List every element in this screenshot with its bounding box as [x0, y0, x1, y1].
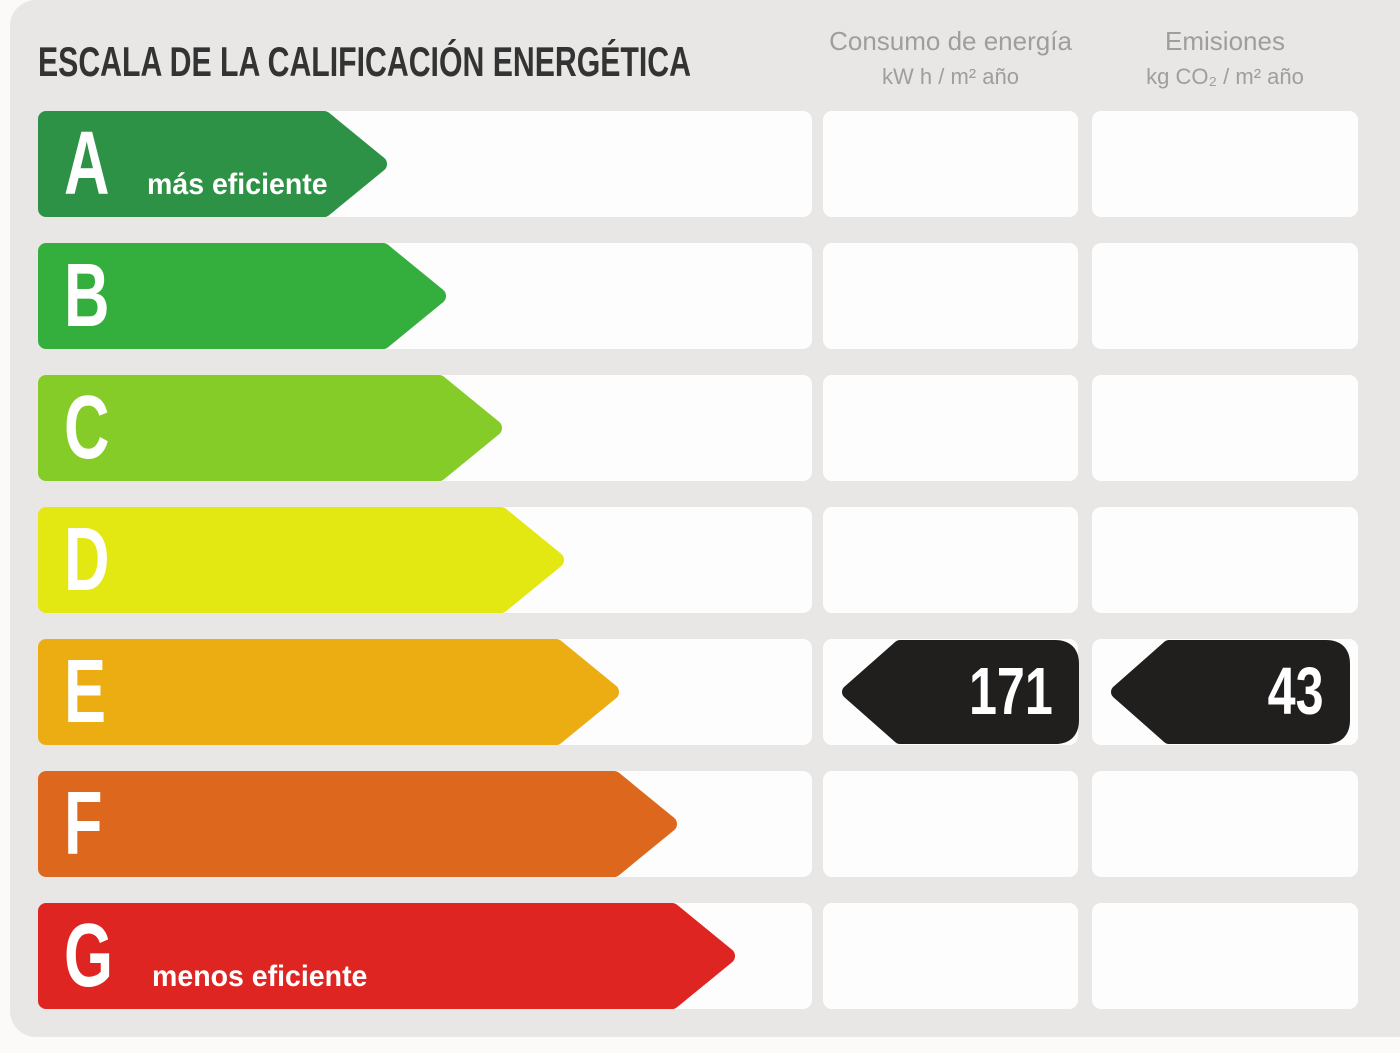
grade-letter-f: F [64, 774, 103, 874]
scale-row-d: D [0, 507, 1400, 613]
grade-bar-text-d: D [64, 507, 129, 613]
efficiency-note-most: más eficiente [147, 168, 328, 201]
energy-value: 171 [969, 654, 1053, 729]
emissions-badge-arrow-icon [1111, 640, 1350, 744]
emissions-value-badge: 43 [1105, 640, 1350, 746]
energy-value-badge: 171 [836, 640, 1079, 746]
scale-row-c: C [0, 375, 1400, 481]
energy-column-unit: kW h / m² año [882, 64, 1019, 89]
grade-letter-g: G [64, 906, 114, 1006]
grade-bar-g [38, 903, 735, 1009]
energy-column-header: Consumo de energía kW h / m² año [823, 26, 1078, 92]
grade-bar-b [38, 243, 446, 349]
emissions-cell-d [1092, 507, 1358, 613]
grade-arrow-icon [38, 771, 677, 877]
energy-badge-arrow-icon [842, 640, 1079, 744]
grade-letter-b: B [64, 246, 110, 346]
emissions-cell-g [1092, 903, 1358, 1009]
grade-bar-f [38, 771, 677, 877]
energy-cell-g [823, 903, 1078, 1009]
grade-arrow-icon [38, 111, 387, 217]
scale-row-f: F [0, 771, 1400, 877]
grade-bar-c [38, 375, 502, 481]
grade-bar-d [38, 507, 564, 613]
emissions-column-label: Emisiones [1165, 26, 1285, 56]
page-title: ESCALA DE LA CALIFICACIÓN ENERGÉTICA [38, 38, 691, 85]
grade-letter-a: A [64, 114, 110, 214]
grade-bar-text-e: E [64, 639, 124, 745]
emissions-column-unit: kg CO₂ / m² año [1146, 64, 1304, 89]
scale-row-b: B [0, 243, 1400, 349]
emissions-value: 43 [1268, 654, 1324, 729]
efficiency-note-least: menos eficiente [152, 960, 368, 993]
grade-bar-text-b: B [64, 243, 129, 349]
grade-letter-c: C [64, 378, 110, 478]
emissions-cell-f [1092, 771, 1358, 877]
grade-bar-text-f: F [64, 771, 119, 877]
grade-bar-e [38, 639, 619, 745]
emissions-cell-c [1092, 375, 1358, 481]
grade-arrow-icon [38, 639, 619, 745]
energy-cell-c [823, 375, 1078, 481]
emissions-column-header: Emisiones kg CO₂ / m² año [1092, 26, 1358, 92]
emissions-cell-a [1092, 111, 1358, 217]
grade-arrow-icon [38, 375, 502, 481]
scale-row-e: E 171 43 [0, 639, 1400, 745]
energy-cell-a [823, 111, 1078, 217]
grade-arrow-icon [38, 903, 735, 1009]
energy-cell-d [823, 507, 1078, 613]
grade-arrow-icon [38, 507, 564, 613]
grade-letter-e: E [64, 642, 107, 742]
energy-cell-b [823, 243, 1078, 349]
emissions-cell-b [1092, 243, 1358, 349]
grade-bar-text-c: C [64, 375, 129, 481]
grade-arrow-icon [38, 243, 446, 349]
grade-bar-a [38, 111, 387, 217]
grade-letter-d: D [64, 510, 110, 610]
energy-cell-f [823, 771, 1078, 877]
energy-column-label: Consumo de energía [829, 26, 1072, 56]
